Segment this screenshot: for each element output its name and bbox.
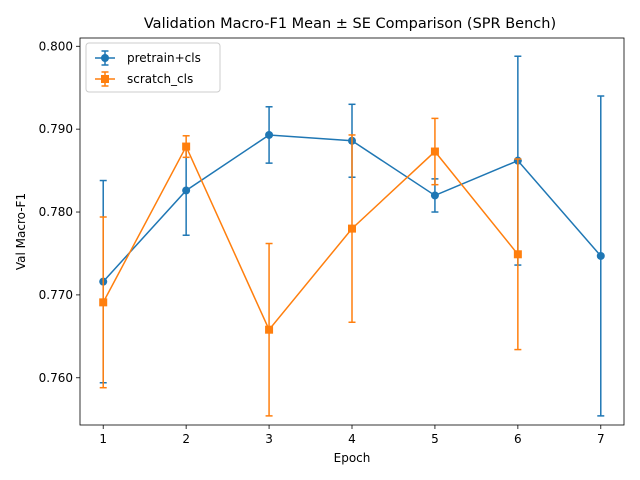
y-tick-label: 0.770 — [39, 288, 73, 302]
legend-marker — [101, 75, 109, 83]
data-point — [182, 186, 191, 195]
x-axis-label: Epoch — [334, 451, 371, 465]
legend-item: pretrain+cls — [95, 50, 201, 66]
legend-label: scratch_cls — [127, 72, 193, 86]
series-line — [102, 144, 519, 332]
series-1 — [99, 117, 522, 417]
legend-marker — [101, 54, 109, 62]
x-tick-label: 6 — [514, 432, 522, 446]
data-point — [430, 147, 439, 156]
x-tick-label: 2 — [182, 432, 190, 446]
x-tick-label: 3 — [265, 432, 273, 446]
data-point — [99, 298, 108, 307]
y-tick-label: 0.790 — [39, 122, 73, 136]
data-point — [182, 142, 191, 151]
data-point — [265, 130, 274, 139]
legend-item: scratch_cls — [95, 71, 193, 87]
x-tick-label: 4 — [348, 432, 356, 446]
legend: pretrain+cls scratch_cls — [85, 42, 221, 93]
x-tick-label: 7 — [597, 432, 605, 446]
axes: 1 2 3 4 5 6 7 0.760 0.770 0.780 0.790 0.800 — [39, 39, 605, 446]
x-tick-label: 1 — [99, 432, 107, 446]
data-point — [430, 191, 439, 200]
data-point — [265, 325, 274, 334]
y-tick-label: 0.800 — [39, 39, 73, 53]
x-tick-label: 5 — [431, 432, 439, 446]
data-point — [596, 251, 605, 260]
data-point — [348, 224, 356, 233]
data-point — [513, 250, 522, 259]
chart-title: Validation Macro-F1 Mean ± SE Comparison… — [144, 16, 556, 32]
plot-area — [99, 55, 605, 417]
y-axis-label: Val Macro-F1 — [14, 193, 28, 270]
legend-box — [85, 42, 221, 93]
legend-label: pretrain+cls — [127, 51, 201, 65]
y-tick-label: 0.780 — [39, 205, 73, 219]
y-tick-label: 0.760 — [39, 371, 73, 385]
